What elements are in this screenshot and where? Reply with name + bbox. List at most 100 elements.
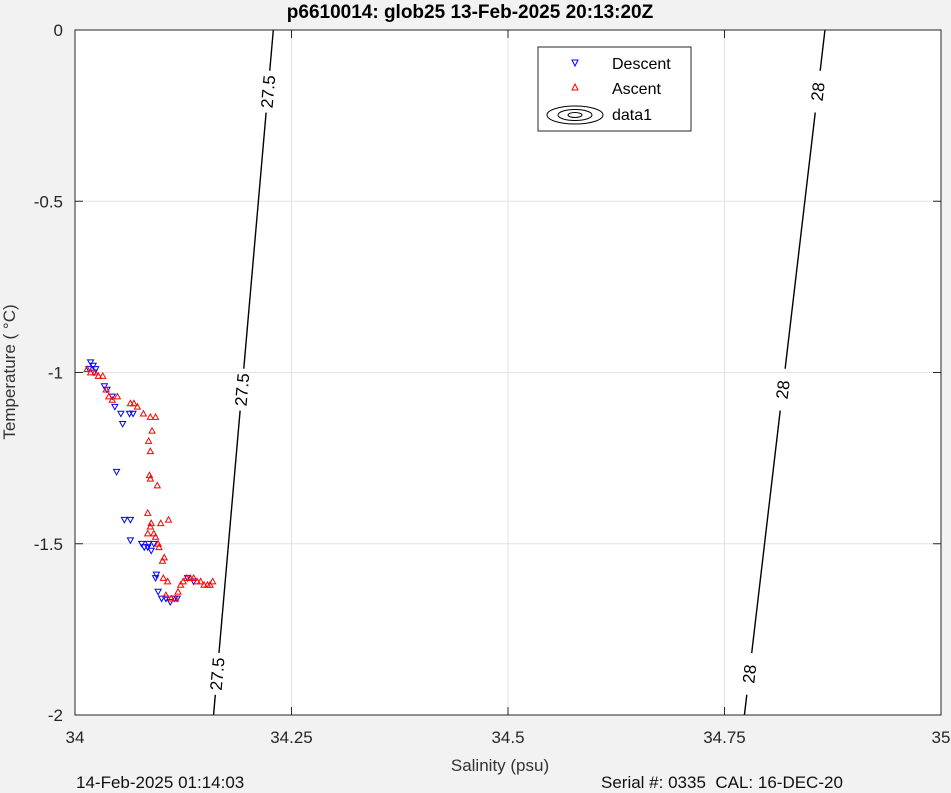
contour-line-27.5 — [243, 112, 267, 369]
data-point-ascent — [206, 580, 214, 588]
data-point-ascent — [179, 577, 188, 585]
y-axis-label: Temperature ( °C) — [0, 304, 19, 439]
data-point-ascent — [159, 573, 168, 581]
contour-label: 27.5 — [258, 74, 280, 109]
data-point-descent — [137, 540, 146, 548]
data-point-descent — [166, 599, 175, 607]
x-tick-label: 34.25 — [270, 728, 313, 747]
y-tick-label: -0.5 — [34, 192, 63, 211]
contour-line-28 — [743, 694, 748, 716]
contour-label: 28 — [739, 663, 760, 684]
x-tick-label: 34 — [66, 728, 85, 747]
data-point-descent — [120, 516, 129, 524]
data-point-descent — [144, 540, 153, 548]
x-axis-label: Salinity (psu) — [451, 756, 549, 775]
contour-line-28 — [751, 410, 781, 654]
legend: Descent Ascent data1 — [537, 46, 692, 132]
data-point-ascent — [102, 385, 111, 393]
contour-line-28 — [819, 29, 826, 71]
x-tick-label: 35 — [932, 728, 951, 747]
data-point-ascent — [156, 519, 165, 527]
data-point-ascent — [149, 529, 158, 537]
data-point-ascent — [160, 553, 169, 561]
data-point-ascent — [208, 577, 217, 585]
data-point-descent — [151, 575, 160, 583]
data-point-ascent — [143, 508, 152, 516]
data-point-ascent — [94, 371, 103, 379]
data-point-ascent — [98, 371, 107, 379]
contour-label: 27.5 — [232, 372, 254, 407]
data-points — [83, 359, 217, 607]
data-point-ascent — [163, 577, 172, 585]
footer-timestamp: 14-Feb-2025 01:14:03 — [76, 773, 245, 792]
data-point-ascent — [146, 412, 155, 420]
data-point-ascent — [158, 556, 167, 564]
legend-data1-label: data1 — [612, 107, 652, 124]
data-point-ascent — [113, 392, 122, 400]
data-point-descent — [86, 359, 95, 367]
contour-label: 27.5 — [207, 657, 229, 692]
data-point-ascent — [148, 426, 156, 434]
legend-data1-contour-icon — [546, 105, 604, 125]
data-point-ascent — [151, 532, 160, 540]
contour-line-27.5 — [212, 694, 217, 716]
legend-ascent-marker — [571, 82, 579, 91]
data-point-ascent — [91, 368, 99, 376]
data-point-descent — [154, 588, 162, 596]
contour-lines: 27.5 27.5 27.5 28 28 28 — [207, 29, 829, 716]
data-point-ascent — [196, 577, 205, 585]
data-point-ascent — [146, 522, 155, 530]
data-point-ascent — [167, 594, 175, 602]
data-point-ascent — [162, 591, 170, 599]
data-point-descent — [157, 595, 166, 603]
data-point-descent — [89, 362, 98, 370]
footer-serial-cal: Serial #: 0335 CAL: 16-DEC-20 — [601, 773, 843, 792]
contour-label: 28 — [773, 379, 794, 400]
data-point-ascent — [164, 515, 173, 523]
data-point-ascent — [104, 392, 113, 400]
data-point-ascent — [146, 474, 155, 482]
data-point-ascent — [153, 481, 162, 489]
data-point-descent — [162, 595, 170, 603]
contour-line-27.5 — [269, 29, 275, 71]
contour-label: 28 — [808, 81, 829, 102]
legend-descent-label: Descent — [612, 56, 671, 73]
data-point-ascent — [171, 594, 180, 602]
data-point-descent — [126, 516, 135, 524]
data-point-ascent — [155, 543, 163, 551]
chart-title: p6610014: glob25 13-Feb-2025 20:13:20Z — [287, 2, 654, 23]
data-point-ascent — [144, 436, 153, 444]
data-point-descent — [126, 537, 135, 545]
data-point-descent — [173, 595, 182, 603]
legend-descent-marker — [571, 59, 579, 68]
data-point-ascent — [83, 365, 91, 372]
data-point-descent — [152, 571, 161, 579]
data-point-ascent — [151, 412, 160, 420]
data-point-ascent — [108, 395, 117, 403]
data-point-ascent — [139, 409, 148, 417]
data-point-descent — [110, 403, 119, 411]
contour-line-27.5 — [218, 410, 241, 654]
y-tick-label: -1 — [48, 364, 63, 383]
legend-box — [537, 46, 692, 132]
x-tick-label: 34.75 — [703, 728, 746, 747]
data-point-ascent — [133, 402, 142, 410]
y-tick-label: 0 — [54, 21, 63, 40]
data-point-ascent — [189, 573, 198, 581]
data-point-ascent — [146, 447, 155, 455]
data-point-descent — [117, 410, 125, 418]
data-point-ascent — [176, 580, 185, 588]
y-tick-label: -2 — [48, 706, 63, 725]
x-tick-label: 34.5 — [491, 728, 524, 747]
data-point-descent — [91, 366, 100, 374]
axis-ticks: 34 34.25 34.5 34.75 35 0 -0.5 -1 -1.5 -2 — [34, 21, 951, 747]
data-point-descent — [149, 540, 158, 548]
data-point-ascent — [143, 529, 152, 537]
legend-ascent-label: Ascent — [612, 81, 661, 98]
data-point-descent — [112, 468, 121, 476]
data-point-ascent — [130, 399, 138, 407]
data-point-ascent — [174, 587, 182, 595]
contour-line-28 — [784, 112, 816, 369]
data-point-descent — [147, 547, 156, 555]
